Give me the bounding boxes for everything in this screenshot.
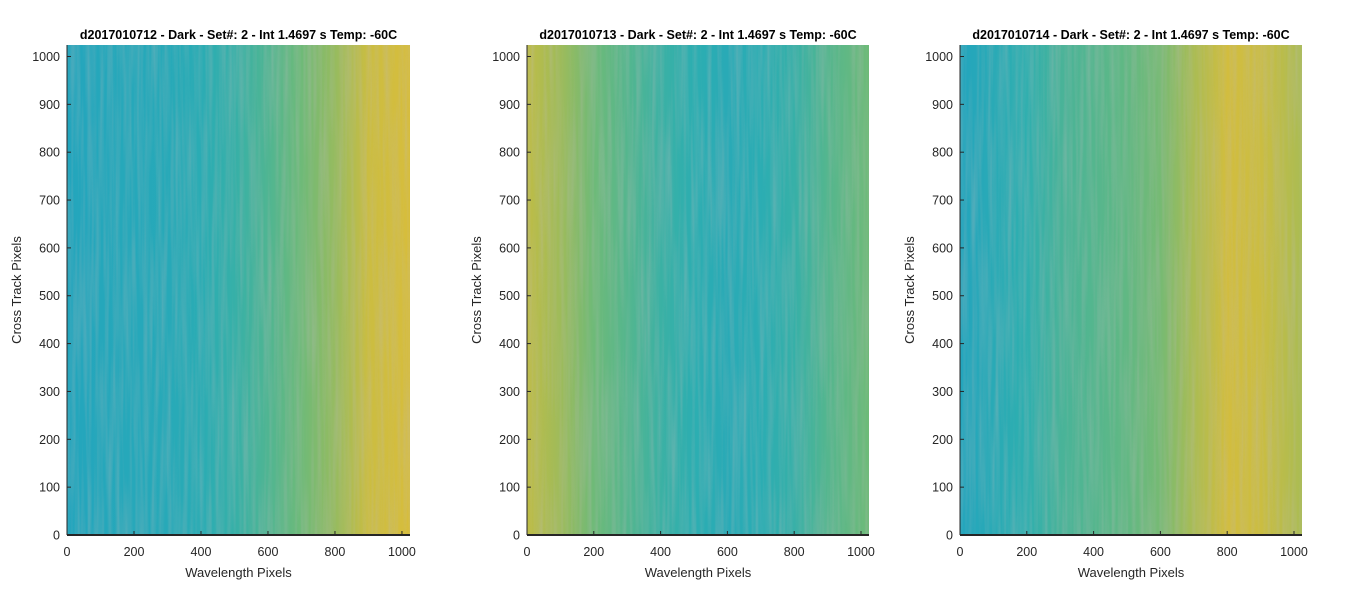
- y-tick-label: 300: [39, 385, 60, 399]
- y-tick-label: 700: [39, 194, 60, 208]
- y-tick-label: 400: [932, 337, 953, 351]
- y-tick-label: 200: [932, 433, 953, 447]
- x-tick-label: 400: [650, 545, 671, 559]
- y-tick-label: 200: [499, 433, 520, 447]
- x-tick-label: 1000: [1280, 545, 1308, 559]
- y-tick-label: 600: [499, 241, 520, 255]
- y-tick-label: 0: [53, 529, 60, 543]
- x-tick-label: 800: [325, 545, 346, 559]
- y-tick-label: 900: [499, 98, 520, 112]
- x-tick-label: 0: [524, 545, 531, 559]
- y-tick-label: 100: [932, 481, 953, 495]
- heatmap-noise: [960, 45, 1302, 535]
- x-tick-label: 400: [191, 545, 212, 559]
- y-tick-label: 400: [499, 337, 520, 351]
- x-tick-label: 600: [717, 545, 738, 559]
- y-tick-label: 0: [513, 529, 520, 543]
- y-tick-label: 100: [499, 481, 520, 495]
- y-tick-label: 500: [39, 289, 60, 303]
- heatmap-noise: [527, 45, 869, 535]
- y-tick-label: 1000: [492, 50, 520, 64]
- y-tick-label: 0: [946, 529, 953, 543]
- x-axis-label: Wavelength Pixels: [1078, 565, 1185, 580]
- x-tick-label: 600: [1150, 545, 1171, 559]
- y-axis-label: Cross Track Pixels: [902, 236, 917, 344]
- y-tick-label: 700: [499, 194, 520, 208]
- y-tick-label: 300: [932, 385, 953, 399]
- x-axis-label: Wavelength Pixels: [645, 565, 752, 580]
- x-tick-label: 200: [124, 545, 145, 559]
- y-tick-label: 800: [39, 146, 60, 160]
- x-tick-label: 200: [1016, 545, 1037, 559]
- x-axis-label: Wavelength Pixels: [185, 565, 292, 580]
- y-tick-label: 200: [39, 433, 60, 447]
- y-tick-label: 500: [932, 289, 953, 303]
- y-tick-label: 700: [932, 194, 953, 208]
- y-tick-label: 800: [499, 146, 520, 160]
- y-tick-label: 100: [39, 481, 60, 495]
- x-tick-label: 200: [583, 545, 604, 559]
- chart-title: d2017010713 - Dark - Set#: 2 - Int 1.469…: [539, 28, 856, 42]
- y-tick-label: 800: [932, 146, 953, 160]
- y-tick-label: 600: [39, 241, 60, 255]
- x-tick-label: 400: [1083, 545, 1104, 559]
- x-tick-label: 1000: [388, 545, 416, 559]
- x-tick-label: 800: [1217, 545, 1238, 559]
- chart-panel-2: 0 200 400 600 800 1000 0 100 200 300 400 500 600 700 8…: [469, 28, 875, 580]
- chart-title: d2017010714 - Dark - Set#: 2 - Int 1.469…: [972, 28, 1289, 42]
- y-tick-label: 400: [39, 337, 60, 351]
- heatmap-noise: [67, 45, 410, 535]
- chart-panel-3: 0 200 400 600 800 1000 0 100 200 300 400 500 600 700 8…: [902, 28, 1308, 580]
- y-tick-label: 1000: [925, 50, 953, 64]
- x-tick-label: 0: [957, 545, 964, 559]
- y-axis-label: Cross Track Pixels: [469, 236, 484, 344]
- x-tick-label: 1000: [847, 545, 875, 559]
- x-tick-label: 0: [64, 545, 71, 559]
- x-tick-label: 600: [258, 545, 279, 559]
- y-tick-label: 500: [499, 289, 520, 303]
- y-tick-label: 900: [39, 98, 60, 112]
- x-tick-label: 800: [784, 545, 805, 559]
- chart-panel-1: 0 200 400 600 800 1000 0 100 200 300 400 500 600 700 8…: [9, 28, 416, 580]
- y-tick-label: 300: [499, 385, 520, 399]
- y-tick-label: 900: [932, 98, 953, 112]
- y-axis-label: Cross Track Pixels: [9, 236, 24, 344]
- chart-title: d2017010712 - Dark - Set#: 2 - Int 1.469…: [80, 28, 397, 42]
- y-tick-label: 1000: [32, 50, 60, 64]
- y-tick-label: 600: [932, 241, 953, 255]
